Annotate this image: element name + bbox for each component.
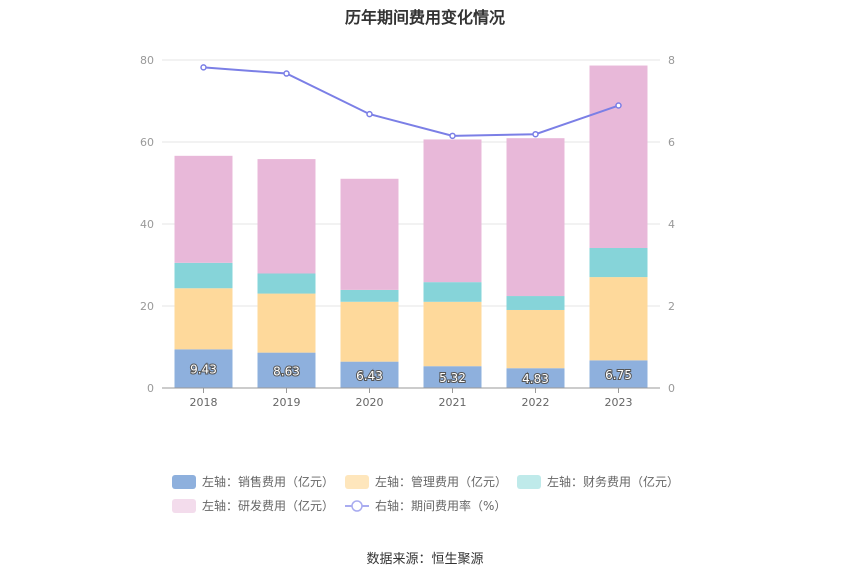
- x-tick-label: 2019: [273, 396, 301, 409]
- bar-segment: [506, 138, 565, 297]
- legend-label: 左轴：管理费用（亿元）: [375, 474, 507, 489]
- value-labels: 9.43 8.63 6.43 5.32 4.83 6.75: [189, 362, 633, 387]
- bars: [174, 65, 648, 388]
- bar-value-label: 4.83: [522, 372, 549, 386]
- legend-swatch-point: [351, 500, 363, 512]
- bar-segment: [340, 289, 399, 302]
- bar-segment: [257, 352, 316, 388]
- bar-segment: [340, 178, 399, 290]
- bar-segment: [174, 288, 233, 350]
- rate-point: [449, 132, 456, 140]
- x-tick-label: 2021: [439, 396, 467, 409]
- rate-point: [532, 130, 539, 138]
- bar-segment: [589, 277, 648, 361]
- bar-segment: [589, 360, 648, 388]
- legend-swatch: [172, 499, 196, 513]
- left-tick-label: 80: [140, 54, 154, 67]
- x-tick-label: 2020: [356, 396, 384, 409]
- bar-segment: [257, 273, 316, 294]
- right-tick-label: 0: [668, 382, 675, 395]
- bar-segment: [589, 247, 648, 278]
- legend-swatch: [172, 475, 196, 489]
- legend-label: 左轴：财务费用（亿元）: [547, 474, 679, 489]
- bar-value-label: 8.63: [273, 364, 300, 378]
- legend-label: 左轴：销售费用（亿元）: [202, 474, 334, 489]
- bar-segment: [589, 65, 648, 248]
- bar-segment: [423, 282, 482, 302]
- bar-value-label: 6.43: [356, 369, 383, 383]
- right-tick-label: 6: [668, 136, 675, 149]
- bar-segment: [423, 139, 482, 283]
- bar-segment: [174, 155, 233, 263]
- data-source: 数据来源：恒生聚源: [366, 552, 484, 567]
- axes: 0 20 40 60 80 0 2 4 6 8 2018 2019 2020 2021 2022 2023: [140, 54, 675, 409]
- rate-point: [200, 64, 207, 71]
- rate-polyline: [203, 66, 619, 137]
- bar-segment: [257, 293, 316, 353]
- bar-segment: [340, 361, 399, 388]
- x-tick-label: 2022: [522, 396, 550, 409]
- bar-segment: [506, 309, 565, 369]
- bar-value-label: 6.75: [605, 368, 632, 382]
- legend-label: 右轴：期间费用率（%）: [375, 498, 506, 513]
- legend: 左轴：销售费用（亿元） 左轴：管理费用（亿元） 左轴：财务费用（亿元） 左轴：研发费用…: [172, 474, 679, 513]
- bar-segment: [423, 301, 482, 367]
- bar-segment: [257, 159, 316, 274]
- rate-line: [200, 64, 622, 140]
- rate-point: [283, 70, 290, 77]
- rate-point: [366, 110, 373, 118]
- bar-segment: [506, 368, 565, 388]
- bar-value-label: 9.43: [190, 363, 217, 377]
- bar-segment: [423, 366, 482, 388]
- bar-segment: [174, 349, 233, 388]
- grid-lines: [162, 59, 660, 307]
- left-tick-label: 60: [140, 136, 154, 149]
- bar-value-label: 5.32: [439, 371, 466, 385]
- bar-segment: [174, 262, 233, 289]
- bar-segment: [506, 296, 565, 310]
- left-tick-label: 20: [140, 300, 154, 313]
- bar-segment: [340, 301, 399, 362]
- x-tick-label: 2018: [190, 396, 218, 409]
- right-tick-label: 4: [668, 218, 675, 231]
- left-tick-label: 40: [140, 218, 154, 231]
- chart: 0 20 40 60 80 0 2 4 6 8 2018 2019 2020 2021 2022 2023 9…: [140, 54, 679, 513]
- legend-label: 左轴：研发费用（亿元）: [202, 498, 334, 513]
- rate-point: [615, 102, 622, 109]
- chart-title: 历年期间费用变化情况: [344, 8, 505, 27]
- x-tick-label: 2023: [605, 396, 633, 409]
- right-tick-label: 2: [668, 300, 675, 313]
- left-tick-label: 0: [147, 382, 154, 395]
- legend-swatch: [517, 475, 541, 489]
- right-tick-label: 8: [668, 54, 675, 67]
- legend-swatch: [345, 475, 369, 489]
